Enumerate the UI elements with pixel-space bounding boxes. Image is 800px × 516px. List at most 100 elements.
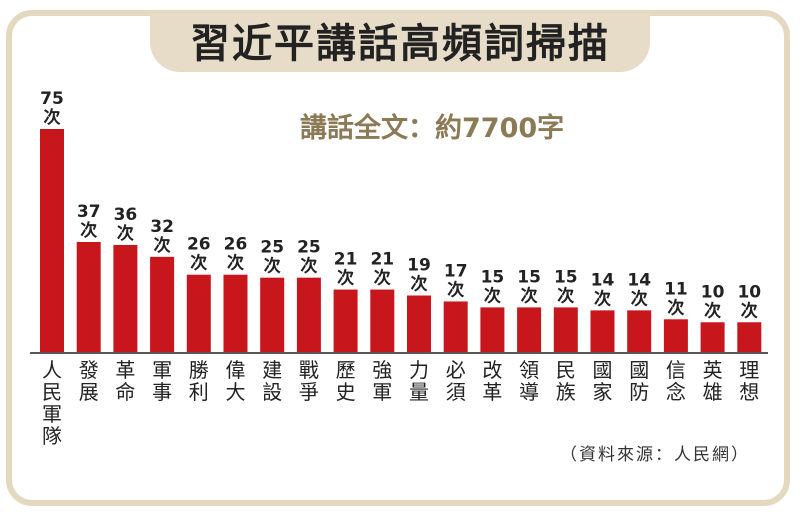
svg-text:領: 領 <box>519 358 539 382</box>
category-label: 民族 <box>556 358 576 404</box>
value-label: 21 <box>370 250 394 270</box>
svg-text:量: 量 <box>409 380 429 404</box>
svg-text:族: 族 <box>556 380 576 404</box>
category-label: 信念 <box>666 358 686 404</box>
category-label: 國家 <box>593 358 613 404</box>
value-unit-label: 次 <box>411 274 428 295</box>
chart-title: 習近平講話高頻詞掃描 <box>190 20 610 67</box>
category-label: 力量 <box>409 358 429 404</box>
value-unit-label: 次 <box>667 297 684 318</box>
bar-建設 <box>260 277 285 352</box>
category-label: 強軍 <box>372 358 392 404</box>
svg-text:戰: 戰 <box>299 358 319 382</box>
bar-國家 <box>590 310 615 352</box>
svg-text:信: 信 <box>666 358 686 382</box>
source-note: （資料來源：人民網） <box>560 445 750 465</box>
value-label: 15 <box>554 267 578 287</box>
bar-力量 <box>407 295 431 352</box>
svg-text:歷: 歷 <box>336 358 356 382</box>
svg-text:利: 利 <box>189 380 209 404</box>
bar-戰爭 <box>296 277 321 352</box>
value-label: 21 <box>334 250 358 270</box>
category-label: 偉大 <box>226 358 246 404</box>
value-unit-label: 次 <box>704 300 721 321</box>
value-unit-label: 次 <box>521 285 538 306</box>
value-unit-label: 次 <box>80 220 97 241</box>
bar-勝利 <box>186 274 211 352</box>
svg-text:革: 革 <box>115 358 135 382</box>
bar-英雄 <box>700 322 725 352</box>
value-unit-label: 次 <box>117 223 134 244</box>
value-label: 26 <box>224 235 248 255</box>
category-label: 發展 <box>79 358 99 404</box>
category-label: 改革 <box>482 358 502 404</box>
value-label: 15 <box>481 267 505 287</box>
value-label: 25 <box>260 238 284 258</box>
svg-text:英: 英 <box>703 358 723 382</box>
value-label: 32 <box>150 217 174 237</box>
bar-軍事 <box>150 256 175 352</box>
bar-歷史 <box>333 289 358 352</box>
category-label: 建設 <box>262 358 282 404</box>
svg-text:想: 想 <box>739 380 759 404</box>
bar-理想 <box>737 322 762 352</box>
svg-text:命: 命 <box>115 380 135 404</box>
bar-信念 <box>663 319 688 352</box>
value-unit-label: 次 <box>190 253 207 274</box>
svg-text:隊: 隊 <box>42 424 62 448</box>
bar-革命 <box>113 244 138 352</box>
svg-text:須: 須 <box>446 380 466 404</box>
svg-text:軍: 軍 <box>152 358 172 382</box>
svg-text:事: 事 <box>152 380 172 404</box>
svg-text:強: 強 <box>372 358 392 382</box>
svg-text:必: 必 <box>446 358 466 382</box>
svg-text:偉: 偉 <box>226 358 246 382</box>
value-label: 26 <box>187 235 211 255</box>
value-label: 14 <box>627 270 651 290</box>
svg-text:導: 導 <box>519 380 539 404</box>
svg-text:防: 防 <box>629 380 649 404</box>
svg-text:改: 改 <box>482 358 502 382</box>
svg-text:革: 革 <box>482 380 502 404</box>
svg-text:家: 家 <box>593 380 613 404</box>
bar-發展 <box>76 241 101 352</box>
svg-text:建: 建 <box>262 358 282 382</box>
value-label: 14 <box>591 270 615 290</box>
category-label: 領導 <box>519 358 539 404</box>
value-label: 37 <box>77 202 101 222</box>
svg-text:勝: 勝 <box>189 358 209 382</box>
svg-text:設: 設 <box>262 380 282 404</box>
value-label: 11 <box>664 279 688 299</box>
category-label: 英雄 <box>703 358 723 404</box>
svg-text:史: 史 <box>336 380 356 404</box>
category-label: 國防 <box>629 358 649 404</box>
chart-subtitle: 講話全文：約7700字 <box>300 113 565 144</box>
category-label: 理想 <box>739 358 759 404</box>
value-label: 75 <box>40 89 64 109</box>
value-label: 25 <box>297 238 321 258</box>
svg-text:雄: 雄 <box>703 380 723 404</box>
bar-民族 <box>553 307 578 352</box>
value-label: 15 <box>517 267 541 287</box>
value-unit-label: 次 <box>44 107 61 128</box>
bar-國防 <box>627 310 652 352</box>
category-label: 勝利 <box>189 358 209 404</box>
bar-強軍 <box>370 289 395 352</box>
svg-text:國: 國 <box>629 358 649 382</box>
value-unit-label: 次 <box>594 288 611 309</box>
svg-text:發: 發 <box>79 358 99 382</box>
value-label: 10 <box>737 282 761 302</box>
value-unit-label: 次 <box>447 279 464 300</box>
value-label: 10 <box>701 282 725 302</box>
svg-text:民: 民 <box>42 380 62 404</box>
value-unit-label: 次 <box>337 268 354 289</box>
value-unit-label: 次 <box>484 285 501 306</box>
value-unit-label: 次 <box>264 256 281 277</box>
category-label: 革命 <box>115 358 135 404</box>
svg-text:念: 念 <box>666 380 686 404</box>
title-banner <box>150 14 650 72</box>
svg-text:民: 民 <box>556 358 576 382</box>
bar-人民軍隊 <box>40 129 64 352</box>
